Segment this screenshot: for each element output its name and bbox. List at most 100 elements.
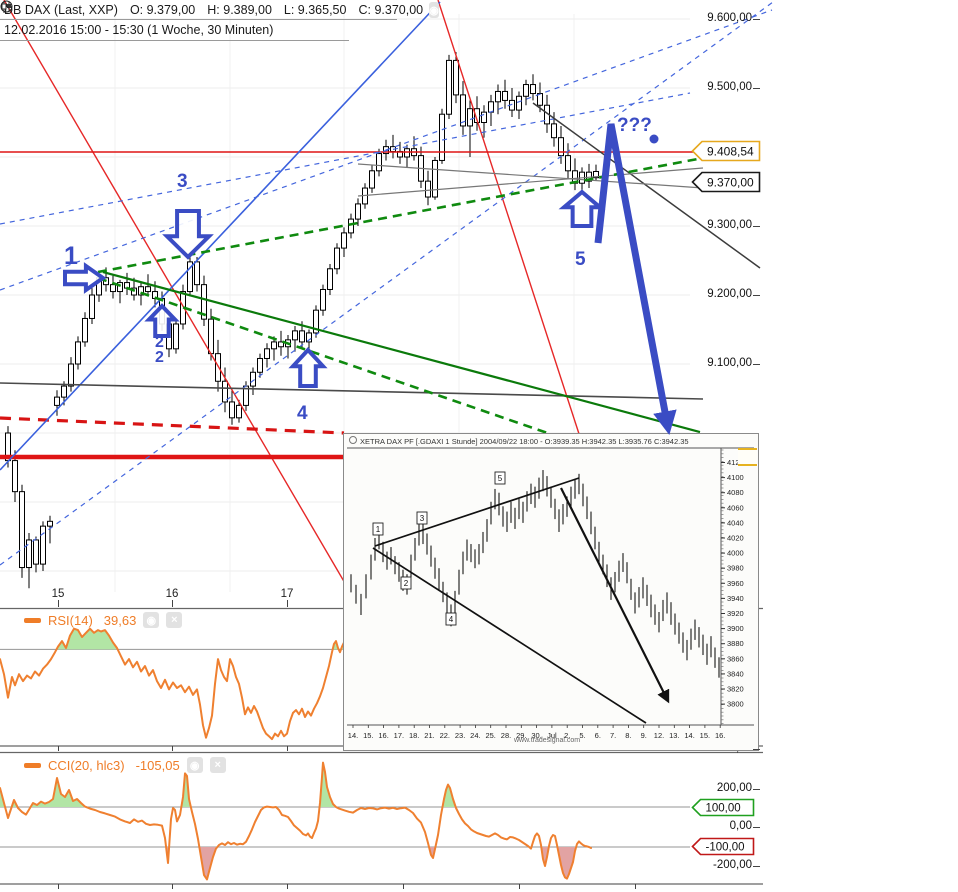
trend-line[interactable] [0, 382, 704, 400]
inset-watermark: www.tradesignal.com [514, 737, 581, 744]
candle-body [425, 180, 431, 198]
inset-x-label: 25. [485, 731, 495, 740]
inset-wave-number: 2 [404, 579, 409, 588]
inset-arrow [560, 487, 670, 704]
candle-body [229, 401, 235, 419]
rsi-line-icon [24, 617, 41, 623]
tag-shape [691, 140, 761, 162]
inset-x-label: 18. [409, 731, 419, 740]
candle-body [404, 148, 410, 158]
inset-wave-number: 1 [376, 525, 381, 534]
trend-line[interactable] [102, 270, 701, 434]
inset-x-label: 14. [684, 731, 694, 740]
candle-body [138, 286, 144, 296]
close-value: C: 9.370,00 [358, 3, 424, 17]
inset-x-label: 16. [715, 731, 725, 740]
cci-axis-label: 200,00 [716, 782, 752, 794]
cci-axis-label: 0,00 [729, 820, 752, 832]
inset-chart-title: XETRA DAX PF [.GDAXI 1 Stunde] 2004/09/2… [349, 436, 689, 446]
price-tag: 9.408,54 [691, 140, 761, 167]
inset-y-label: 3880 [727, 639, 744, 648]
inset-x-label: 15. [363, 731, 373, 740]
cci-axis-tick [519, 884, 520, 889]
cci-axis-tick [403, 884, 404, 889]
trend-line[interactable] [0, 92, 691, 225]
candle-body [54, 396, 60, 406]
inset-x-label: 13. [669, 731, 679, 740]
inset-x-label: 16. [378, 731, 388, 740]
tag-text: 9.370,00 [707, 175, 754, 189]
inset-x-label: 15. [700, 731, 710, 740]
candle-body [12, 460, 18, 493]
candle-body [40, 525, 46, 565]
candle-body [173, 323, 179, 350]
inset-trend-line [374, 477, 580, 547]
inset-wave-box [416, 511, 428, 525]
cci-label: CCI(20, hlc3) [48, 757, 125, 773]
inset-wave-number: 5 [498, 474, 503, 483]
legend-time-row: 12.02.2016 15:00 - 15:30 (1 Woche, 30 Mi… [0, 0, 420, 40]
symbol-title: DB DAX (Last, XXP) [4, 3, 118, 17]
trend-line[interactable] [437, 0, 582, 441]
candle-body [215, 353, 221, 382]
price-axis-tick [753, 295, 760, 296]
candle-body [145, 286, 151, 293]
high-value: H: 9.389,00 [207, 3, 272, 17]
cci-high-fill [442, 784, 456, 807]
timeframe-text: 12.02.2016 15:00 - 15:30 (1 Woche, 30 Mi… [4, 23, 274, 37]
inset-chart[interactable]: XETRA DAX PF [.GDAXI 1 Stunde] 2004/09/2… [343, 433, 759, 751]
candle-body [201, 284, 207, 320]
candle-body [488, 101, 494, 113]
price-tag: -100,00 [691, 837, 755, 861]
candle-body [467, 108, 473, 127]
x-axis-tick [287, 600, 288, 607]
x-axis-tick [172, 600, 173, 607]
candle-body [341, 232, 347, 249]
trend-line[interactable] [0, 1, 441, 471]
x-axis-tick [58, 600, 59, 607]
x-axis-label: 17 [280, 588, 294, 600]
inset-x-label: 2. [564, 731, 570, 740]
legend-divider [0, 40, 349, 41]
inset-price-marker [738, 448, 757, 466]
inset-y-label: 4100 [727, 473, 744, 482]
trend-line[interactable] [0, 416, 345, 435]
price-axis-label: 9.600,00 [707, 12, 752, 24]
tag-shape [691, 171, 761, 193]
cci-high-fill [319, 762, 336, 807]
cci-axis-tick-r [753, 789, 760, 790]
candle-body [278, 341, 284, 348]
price-axis-label: 9.100,00 [707, 357, 752, 369]
low-value: L: 9.365,50 [283, 3, 347, 17]
candle-body [236, 404, 242, 419]
candle-body [460, 94, 466, 127]
candle-body [250, 371, 256, 387]
candle-body [68, 363, 74, 387]
trend-line[interactable] [3, 0, 350, 591]
cci-settings-icon[interactable]: ◉ [186, 757, 203, 773]
tag-text: 100,00 [706, 803, 741, 815]
inset-x-label: 24. [470, 731, 480, 740]
cci-close-icon[interactable]: × [209, 757, 226, 773]
candle-body [299, 330, 305, 343]
cci-axis-tick-r [753, 866, 760, 867]
rsi-close-icon[interactable]: × [166, 612, 183, 628]
trend-line[interactable] [97, 276, 563, 440]
candle-body [453, 59, 459, 96]
tag-shape [691, 798, 755, 817]
inset-wave-box [445, 612, 457, 626]
inset-x-label: 17. [394, 731, 404, 740]
candle-body [369, 170, 375, 189]
x-axis-label: 16 [165, 588, 179, 600]
trend-line[interactable] [0, 9, 773, 291]
candle-body [502, 90, 508, 101]
candle-body [194, 261, 200, 286]
inset-x-label: 7. [610, 731, 616, 740]
series-settings-icon[interactable]: ◉ [429, 2, 439, 18]
candle-body [376, 153, 382, 172]
price-axis-tick [753, 226, 760, 227]
rsi-settings-icon[interactable]: ◉ [143, 612, 160, 628]
cci-axis-tick-r [753, 749, 760, 750]
candle-body [264, 348, 270, 359]
